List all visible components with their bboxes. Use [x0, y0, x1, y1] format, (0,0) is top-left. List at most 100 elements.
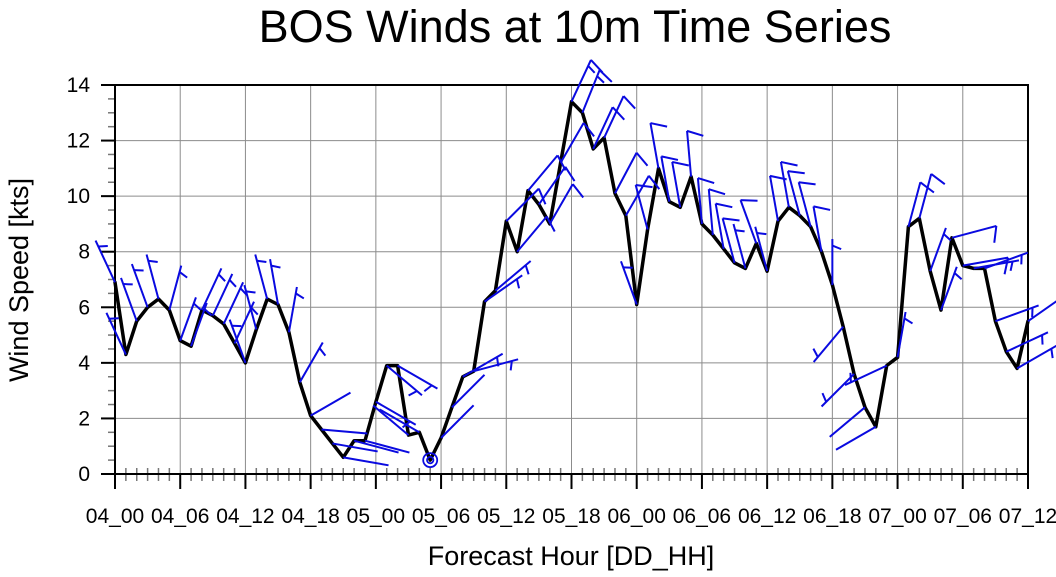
- wind-barb: [1016, 344, 1056, 370]
- wind-barb: [228, 319, 247, 364]
- y-tick-label: 12: [67, 130, 90, 153]
- wind-barb: [254, 254, 269, 300]
- x-tick-label: 07_06: [934, 505, 992, 528]
- wind-barb: [321, 428, 368, 435]
- wind-barb: [829, 406, 866, 438]
- wind-barb: [707, 188, 726, 236]
- wind-barb: [581, 69, 613, 114]
- wind-barb: [105, 312, 127, 355]
- wind-barb: [721, 217, 740, 264]
- wind-barb: [494, 260, 532, 292]
- wind-barb: [835, 425, 877, 451]
- wind-barb: [473, 358, 519, 373]
- wind-barb: [548, 183, 585, 225]
- x-tick-label: 05_12: [477, 505, 535, 528]
- y-tick-label: 10: [67, 185, 90, 208]
- wind-barb: [298, 341, 327, 383]
- wind-barb: [372, 404, 410, 436]
- wind-barb: [538, 166, 576, 206]
- wind-barb: [592, 106, 626, 150]
- wind-barb: [812, 326, 844, 363]
- wind-barb: [483, 274, 523, 303]
- wind-barb: [1005, 331, 1049, 353]
- x-tick-label: 05_06: [412, 505, 470, 528]
- y-tick-label: 14: [67, 74, 91, 97]
- wind-barb: [505, 187, 547, 222]
- wind-barb: [984, 251, 1029, 270]
- wind-barb: [570, 59, 604, 103]
- y-tick-labels: 0 2 4 6 8 10 12 14: [67, 74, 91, 486]
- wind-barb: [343, 456, 389, 467]
- wind-barb: [844, 364, 888, 386]
- x-tick-label: 04_18: [281, 505, 339, 528]
- wind-barb: [364, 439, 410, 454]
- wind-barb: [211, 273, 237, 317]
- wind-barb: [269, 259, 281, 305]
- wind-barb: [649, 122, 668, 169]
- wind-barb: [386, 364, 423, 397]
- x-tick-label: 06_18: [803, 505, 861, 528]
- wind-barbs: [94, 59, 1056, 469]
- x-tick-labels: 04_00 04_06 04_12 04_18 05_00 05_06 05_12 05_18…: [86, 505, 1056, 528]
- wind-barb: [94, 240, 116, 283]
- x-tick-label: 04_00: [86, 505, 144, 528]
- gridlines: [115, 85, 1028, 474]
- chart-title: BOS Winds at 10m Time Series: [259, 1, 892, 52]
- wind-barb: [222, 281, 248, 325]
- wind-barb: [130, 263, 149, 308]
- wind-barb: [614, 152, 649, 194]
- wind-barb: [168, 265, 188, 311]
- wind-barb: [190, 302, 213, 347]
- wind-barb: [440, 404, 475, 439]
- x-tick-label: 06_12: [738, 505, 796, 528]
- wind-barb: [332, 442, 378, 453]
- x-tick-label: 07_00: [868, 505, 926, 528]
- wind-barb: [797, 181, 816, 227]
- wind-barb: [120, 277, 138, 322]
- wind-barb: [620, 260, 638, 305]
- wind-barb: [603, 95, 636, 139]
- x-tick-label: 05_00: [347, 505, 405, 528]
- wind-barb: [831, 239, 842, 286]
- x-axis-title: Forecast Hour [DD_HH]: [428, 541, 715, 571]
- wind-barb: [812, 205, 831, 252]
- x-tick-label: 07_12: [999, 505, 1056, 528]
- wind-barb: [353, 439, 399, 454]
- wind-barb: [378, 408, 420, 434]
- wind-barb: [287, 286, 305, 333]
- wind-barb: [559, 122, 595, 164]
- wind-barb: [929, 227, 952, 272]
- plot-frame: [114, 84, 1029, 475]
- wind-barb: [451, 374, 486, 409]
- wind-barb: [820, 373, 855, 408]
- wind-barb: [624, 175, 661, 217]
- wind-barb: [696, 177, 715, 225]
- wind-barb: [918, 173, 946, 219]
- wind-barb: [671, 160, 690, 208]
- wind-barb: [634, 184, 653, 230]
- y-tick-label: 0: [78, 463, 90, 486]
- wind-barb: [786, 170, 805, 216]
- wind-barb: [940, 266, 963, 311]
- wind-barb: [310, 391, 351, 417]
- wind-barb: [896, 311, 914, 358]
- y-tick-label: 4: [78, 352, 90, 375]
- y-tick-label: 2: [78, 407, 90, 430]
- wind-barb: [686, 129, 704, 177]
- wind-barb: [739, 199, 758, 244]
- x-tick-label: 04_06: [151, 505, 209, 528]
- wind-barb: [422, 452, 439, 469]
- wind-barb: [714, 202, 733, 250]
- wind-barb: [732, 223, 747, 269]
- wind-barb: [779, 160, 798, 208]
- wind-barb: [179, 297, 202, 341]
- wind-barb: [243, 284, 258, 330]
- x-tick-label: 06_06: [673, 505, 731, 528]
- plot-area: 0 2 4 6 8 10 12 14 04_00 04_06 04_12 04_18 05_00 05_0…: [67, 59, 1056, 528]
- wind-barb: [754, 226, 769, 272]
- major-ticks: [101, 84, 1029, 489]
- y-axis-title: Wind Speed [kts]: [4, 178, 34, 382]
- wind-barb: [145, 254, 160, 300]
